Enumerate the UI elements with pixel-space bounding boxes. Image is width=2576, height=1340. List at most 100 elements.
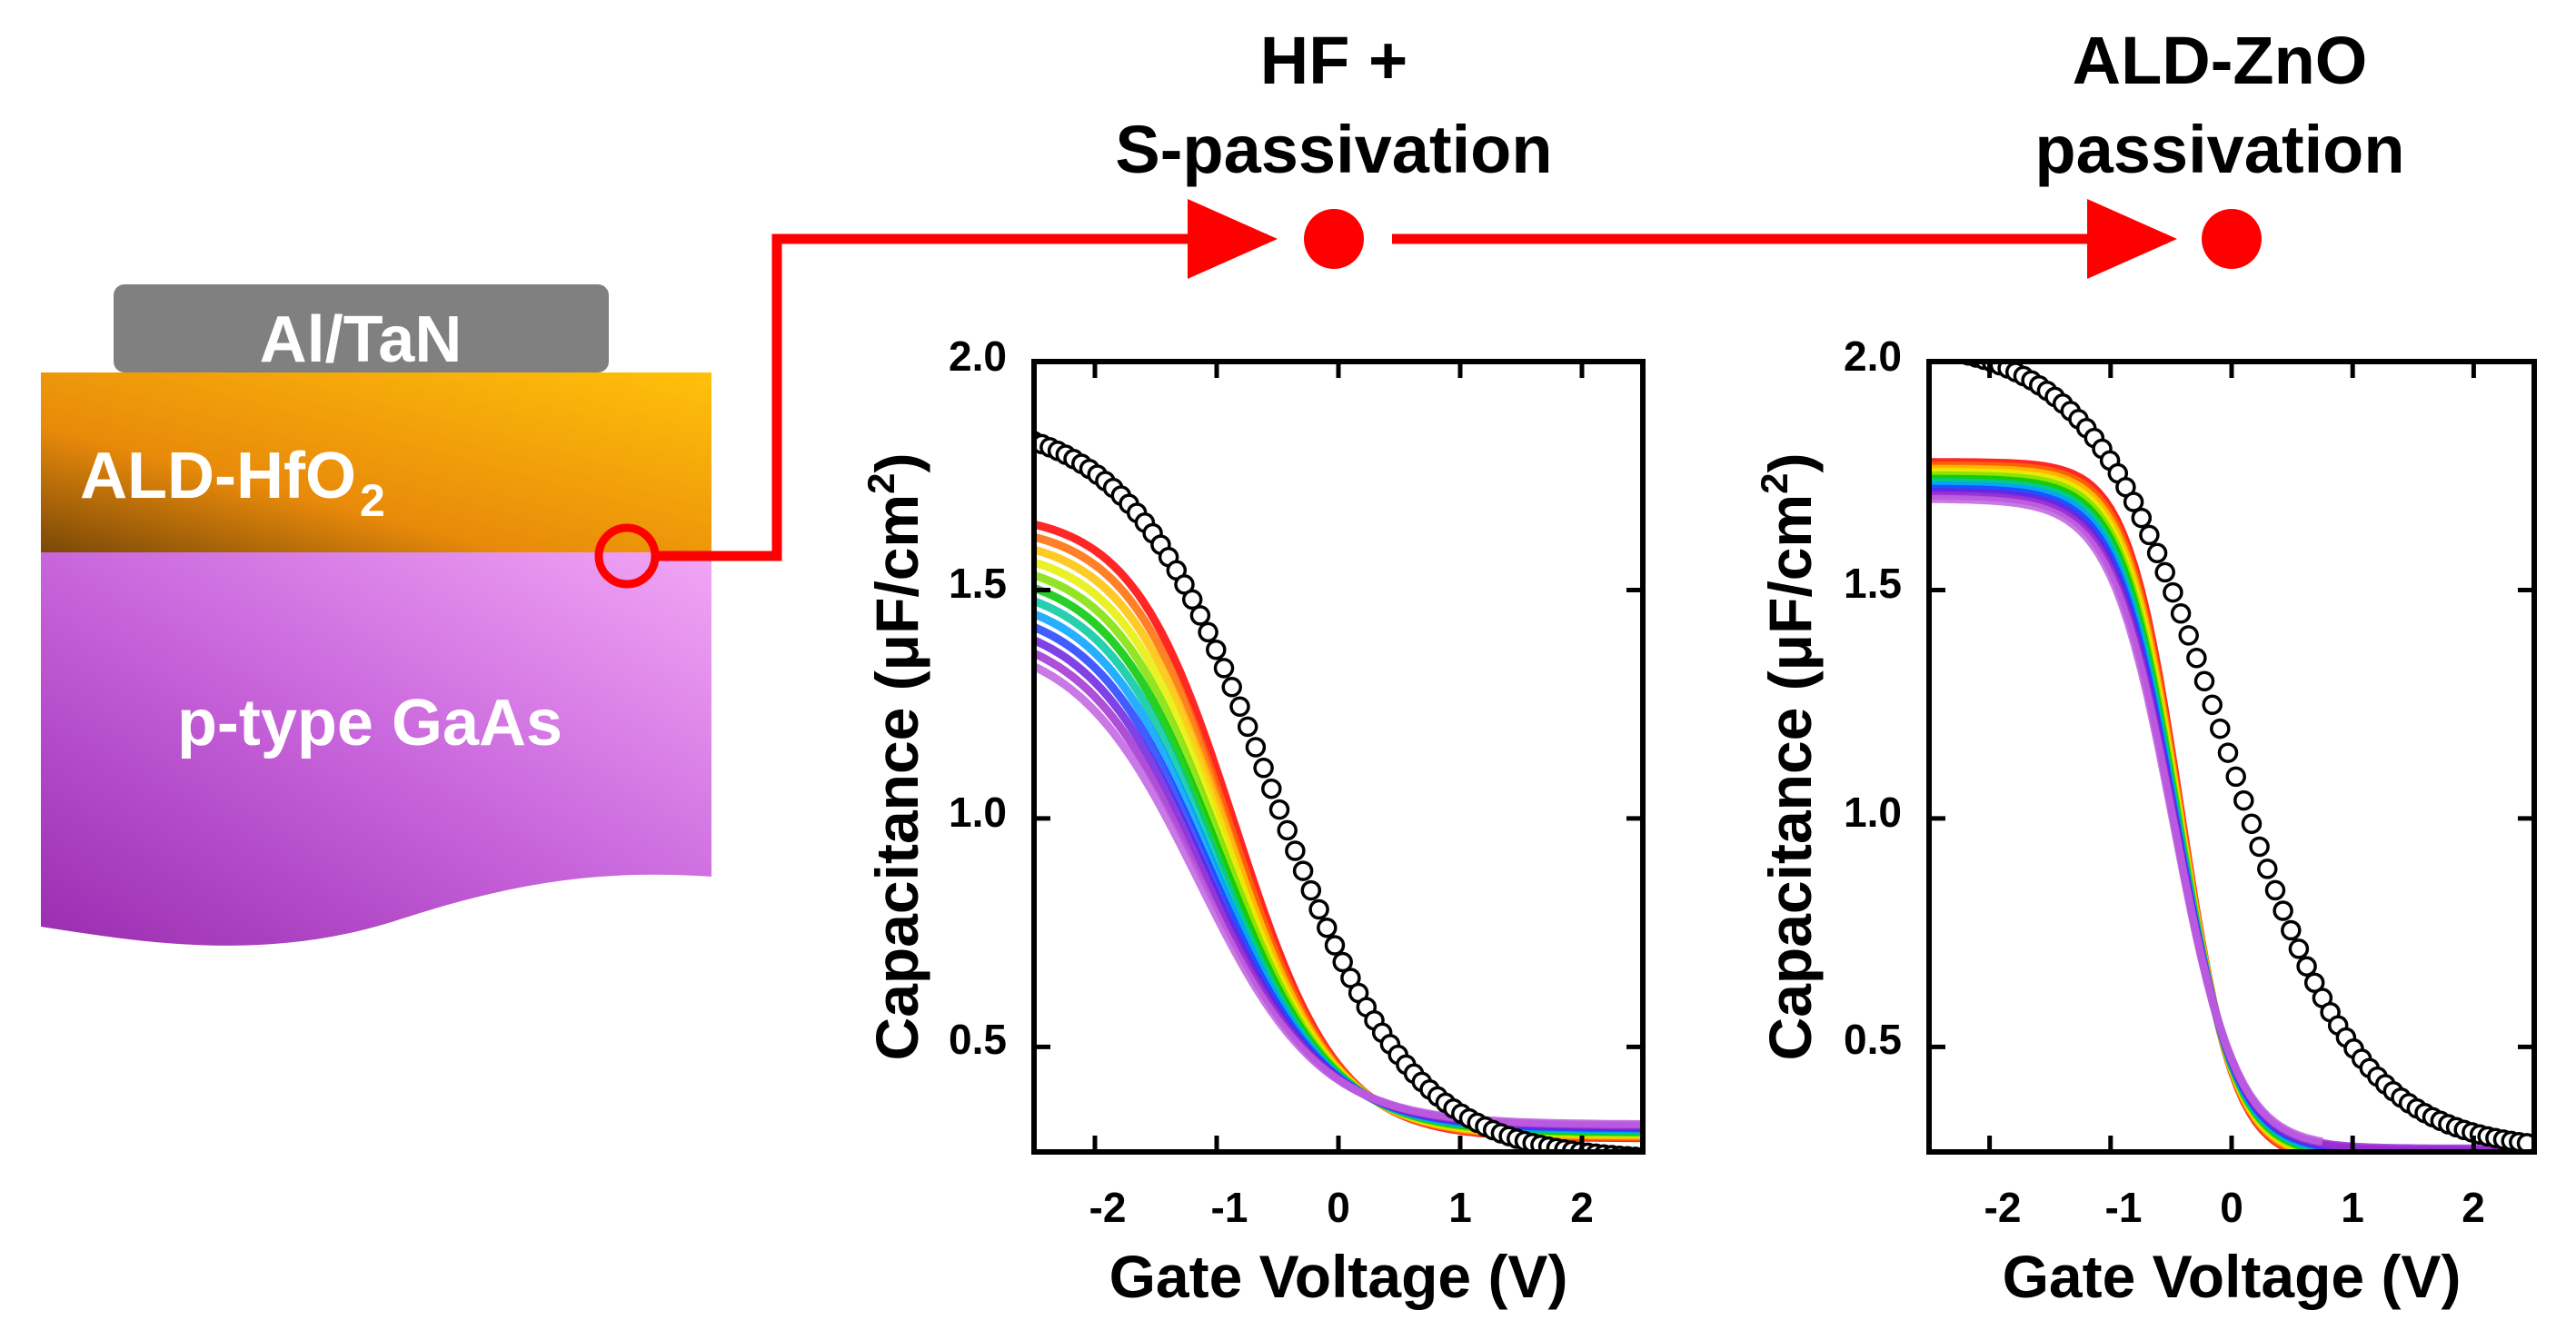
reference-point — [1221, 677, 1242, 698]
flow-arrow-1 — [655, 199, 1278, 561]
reference-point — [1206, 639, 1227, 660]
step2-title-line2: passivation — [2034, 112, 2404, 187]
sweep-curve — [1034, 662, 1643, 1128]
reference-point — [2257, 859, 2278, 879]
reference-point — [1292, 860, 1314, 881]
reference-point — [2146, 542, 2168, 564]
y-axis-label: Capacitance (μF/cm2) — [860, 453, 930, 1061]
reference-point — [2131, 507, 2153, 529]
sweep-curve — [1034, 610, 1643, 1134]
step2-dot — [2202, 209, 2262, 269]
gate-metal-label: Al/TaN — [260, 303, 462, 376]
process-flow: HF + S-passivation ALD-ZnO passivation — [655, 23, 2405, 561]
reference-point — [2123, 491, 2144, 512]
x-axis-label: Gate Voltage (V) — [2003, 1243, 2462, 1310]
reference-point — [2281, 919, 2302, 941]
sweep-curve — [1034, 636, 1643, 1131]
gaas-substrate — [41, 552, 711, 946]
reference-point — [2193, 670, 2215, 692]
reference-point — [2202, 694, 2223, 716]
hfo2-label: ALD-HfO — [80, 440, 356, 512]
reference-point — [1261, 778, 1282, 799]
reference-point — [1285, 840, 1306, 861]
y-tick-label: 1.5 — [1844, 560, 1902, 607]
y-tick-label: 2.0 — [1844, 333, 1902, 380]
reference-point — [2273, 900, 2293, 921]
x-tick-label: -2 — [1089, 1184, 1127, 1231]
reference-point — [2303, 972, 2325, 993]
cv-chart-s-passivation: 0.5 1.0 1.5 2.0 -2 -1 0 1 2 Gate Voltage… — [860, 333, 1646, 1310]
x-tick-label: -1 — [1211, 1184, 1248, 1231]
reference-point — [1936, 342, 1954, 359]
reference-point — [2170, 603, 2192, 624]
step1-dot — [1304, 209, 1364, 269]
reference-point — [2154, 561, 2175, 583]
sweep-curve — [1929, 494, 2323, 1146]
axes-frame — [1031, 359, 1646, 1155]
reference-point — [2241, 813, 2263, 835]
axis-ticks — [1034, 359, 1643, 1152]
gaas-label: p-type GaAs — [177, 687, 562, 759]
gate-metal — [114, 284, 609, 372]
reference-point — [2139, 524, 2160, 546]
step1-title-line2: S-passivation — [1115, 112, 1552, 187]
frequency-sweep-curves — [1929, 458, 2534, 1152]
reference-point — [2249, 836, 2270, 858]
x-tick-label: -2 — [1984, 1184, 2022, 1231]
reference-point — [1300, 879, 1322, 901]
reference-point — [1317, 917, 1338, 938]
reference-point — [2178, 625, 2199, 646]
y-tick-label: 2.0 — [949, 333, 1007, 380]
reference-point — [1229, 696, 1250, 718]
x-tick-label: 2 — [1570, 1184, 1594, 1231]
reference-point — [2264, 879, 2286, 901]
step2-title-line1: ALD-ZnO — [2073, 23, 2368, 98]
hfo2-subscript: 2 — [360, 475, 385, 526]
x-axis-label: Gate Voltage (V) — [1109, 1243, 1568, 1310]
reference-point — [1944, 343, 1962, 361]
y-tick-label: 1.0 — [1844, 789, 1902, 836]
reference-circles — [1034, 431, 1643, 1152]
x-tick-label: 0 — [1327, 1184, 1350, 1231]
reference-circles — [1921, 340, 2534, 1152]
reference-point — [2288, 938, 2310, 959]
reference-point — [1928, 341, 1945, 358]
reference-point — [1324, 935, 1346, 956]
step1-title-line1: HF + — [1260, 23, 1407, 98]
reference-point — [1213, 658, 1235, 679]
y-tick-label: 0.5 — [1844, 1016, 1902, 1063]
sweep-curve — [1034, 623, 1643, 1133]
reference-point — [1253, 758, 1274, 779]
reference-point — [1198, 621, 1218, 643]
device-stack: Al/TaN ALD-HfO 2 p-type GaAs — [41, 284, 711, 946]
y-tick-label: 1.5 — [949, 560, 1007, 607]
reference-point — [2296, 956, 2317, 977]
reference-point — [2217, 742, 2239, 763]
frequency-sweep-curves — [1034, 520, 1643, 1143]
reference-point — [1308, 898, 1329, 920]
reference-point — [2186, 648, 2207, 669]
plot-area — [1921, 340, 2534, 1152]
plot-area — [1034, 431, 1643, 1152]
y-axis-label: Capacitance (μF/cm2) — [1753, 453, 1824, 1061]
reference-point — [2163, 581, 2183, 603]
reference-point — [1921, 340, 1938, 357]
sweep-curve — [1034, 597, 1643, 1135]
reference-point — [1181, 589, 1203, 610]
x-tick-label: 1 — [2341, 1184, 2364, 1231]
reference-point — [2210, 718, 2231, 739]
x-tick-label: -1 — [2105, 1184, 2143, 1231]
reference-point — [1268, 799, 1290, 820]
y-tick-label: 0.5 — [949, 1016, 1007, 1063]
cv-chart-zno-passivation: 0.5 1.0 1.5 2.0 -2 -1 0 1 2 Gate Voltage… — [1753, 333, 2537, 1310]
reference-point — [1189, 605, 1211, 626]
x-tick-label: 0 — [2220, 1184, 2243, 1231]
x-tick-label: 1 — [1448, 1184, 1472, 1231]
y-tick-label: 1.0 — [949, 789, 1007, 836]
reference-point — [1237, 716, 1258, 738]
reference-point — [1245, 737, 1267, 758]
reference-point — [2225, 766, 2246, 788]
reference-point — [1277, 819, 1298, 841]
x-tick-label: 2 — [2462, 1184, 2485, 1231]
